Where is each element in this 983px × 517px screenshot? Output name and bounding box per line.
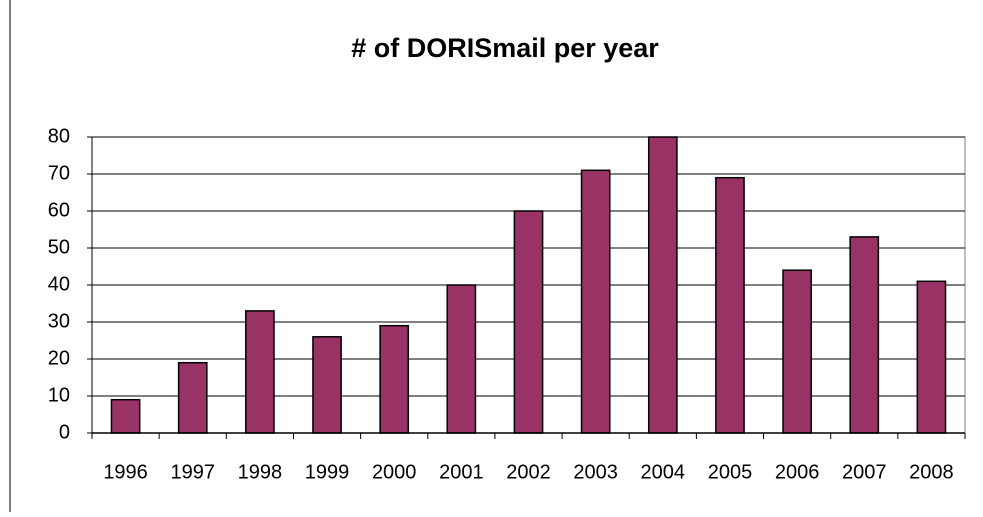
bar: [916, 280, 947, 434]
x-tick-label: 2005: [708, 461, 753, 483]
x-tick-label: 2006: [775, 461, 820, 483]
chart-title: # of DORISmail per year: [351, 33, 659, 63]
bar: [446, 284, 477, 434]
y-tick-label: 30: [48, 310, 70, 332]
x-tick-label: 2007: [842, 461, 887, 483]
bar: [782, 269, 812, 434]
y-tick-label: 10: [48, 384, 70, 406]
x-tick-label: 2000: [372, 461, 417, 483]
y-tick-label: 80: [48, 125, 70, 147]
x-tick-label: 1999: [305, 461, 350, 483]
bar: [312, 336, 342, 434]
bar: [849, 236, 880, 434]
x-tick-label: 2003: [573, 461, 618, 483]
x-tick-label: 2002: [506, 461, 551, 483]
bar: [715, 176, 745, 434]
y-tick-label: 20: [48, 347, 70, 369]
bar: [580, 169, 611, 434]
bar: [110, 398, 141, 434]
y-tick-label: 40: [48, 273, 70, 295]
y-tick-label: 60: [48, 199, 70, 221]
x-tick-label: 1997: [170, 461, 215, 483]
bar: [177, 361, 208, 434]
x-tick-label: 2008: [909, 461, 954, 483]
bar: [245, 310, 275, 434]
y-tick-label: 50: [48, 236, 70, 258]
y-tick-label: 0: [59, 421, 70, 443]
x-tick-label: 1996: [103, 461, 148, 483]
bar: [379, 324, 410, 434]
x-tick-label: 1998: [238, 461, 283, 483]
bar: [513, 210, 544, 434]
y-tick-label: 70: [48, 162, 70, 184]
x-tick-label: 2001: [439, 461, 484, 483]
bar: [647, 136, 678, 434]
x-tick-label: 2004: [641, 461, 686, 483]
